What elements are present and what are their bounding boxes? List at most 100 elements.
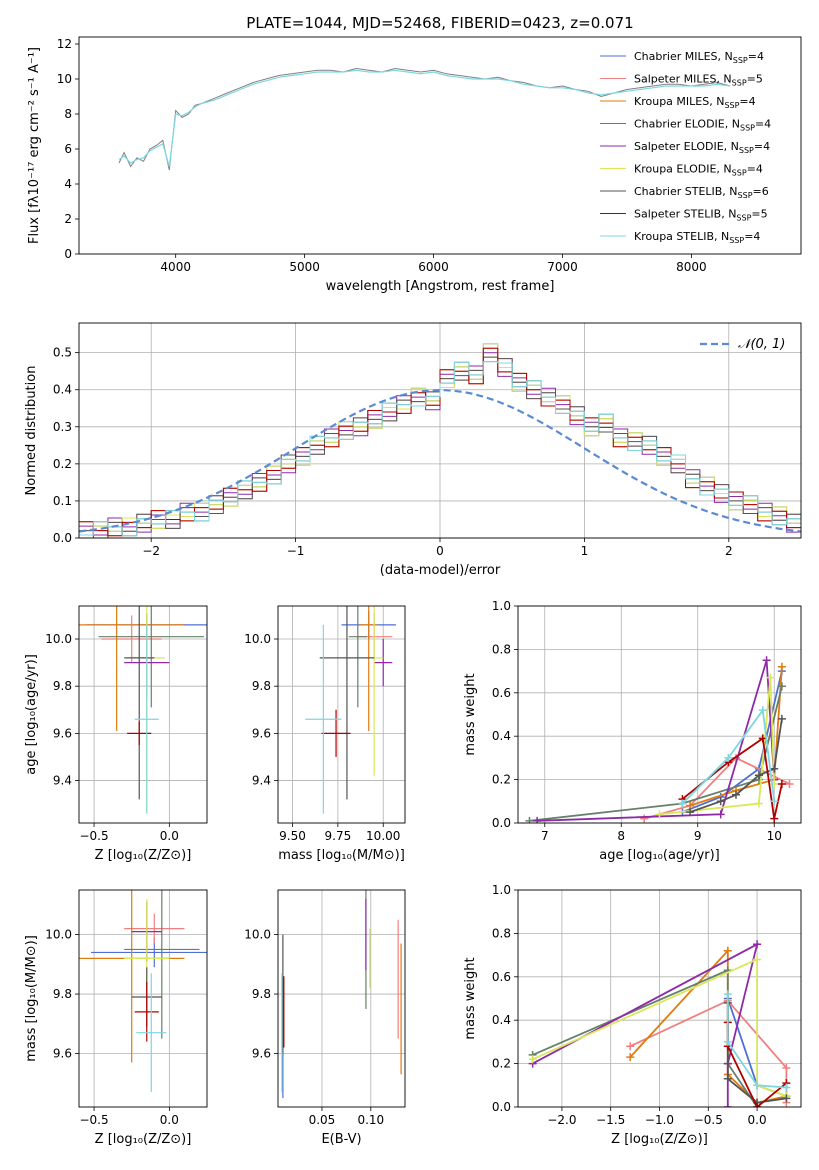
grid [518, 605, 801, 824]
axes-frame [277, 889, 406, 1108]
y-tick-label: 9.6 [53, 726, 72, 740]
x-axis-label: age [log₁₀(age/yr)] [599, 848, 720, 863]
x-tick-label: −1.5 [596, 1113, 625, 1127]
legend-label: Salpeter MILES, NSSP=5 [634, 73, 763, 88]
y-tick-label: 2 [64, 212, 72, 226]
grid [278, 606, 405, 823]
plus-marker [753, 1103, 762, 1107]
x-tick-label: 0.0 [160, 1113, 179, 1127]
plus-marker [724, 753, 733, 762]
axes-frame [78, 322, 802, 539]
plus-marker [770, 764, 779, 773]
errorbar-kroupa-miles [79, 606, 185, 732]
x-tick-label: 6000 [418, 260, 449, 274]
axes-frame [517, 605, 802, 824]
x-tick-label: 8000 [676, 260, 707, 274]
legend-label: Chabrier ELODIE, NSSP=4 [634, 118, 771, 133]
errorbar-chabrier-elodie [348, 606, 367, 708]
y-tick-label: 12 [57, 37, 72, 51]
y-tick-label: 8 [64, 107, 72, 121]
age-vs-Z-points [79, 606, 207, 814]
plus-marker [754, 771, 763, 780]
y-tick-label: 0.0 [53, 531, 72, 545]
errorbar-kroupa-stelib [134, 624, 159, 814]
x-axis-label: E(B-V) [321, 1132, 361, 1147]
series-line [681, 707, 776, 805]
y-tick-label: 10 [57, 72, 72, 86]
y-axis-label: mass weight [463, 673, 478, 755]
y-tick-label: 9.4 [53, 774, 72, 788]
y-tick-label: 1.0 [492, 599, 511, 613]
mass-vs-ebv-panel: 0.05 0.10 9.6 9.8 10.0 E(B-V) [244, 889, 406, 1147]
plus-marker [753, 940, 762, 949]
y-tick-label: 9.6 [252, 1046, 271, 1060]
y-tick-label: 9.8 [252, 987, 271, 1001]
spectrum-curves [118, 67, 731, 171]
series-line [726, 994, 787, 1089]
residuals-legend: 𝒩(0, 1) [700, 337, 785, 352]
y-axis-label: mass [log₁₀(M/M⊙)] [24, 935, 39, 1062]
plus-marker [525, 816, 534, 823]
y-tick-label: 0.5 [53, 346, 72, 360]
x-tick-label: −2 [142, 544, 160, 558]
x-tick-label: 7 [541, 829, 549, 843]
plus-marker [782, 1063, 791, 1072]
y-tick-label: 0.6 [492, 970, 511, 984]
series-line [689, 718, 783, 813]
y-axis-label: Flux [fλ10⁻¹⁷ erg cm⁻² s⁻¹ A⁻¹] [27, 47, 42, 244]
weight-vs-age-lines [525, 656, 794, 823]
plus-marker [770, 797, 779, 806]
plus-marker [770, 814, 779, 823]
mass-vs-ebv-points [281, 890, 402, 1099]
x-axis-label: wavelength [Angstrom, rest frame] [326, 279, 555, 294]
x-axis-label: mass [log₁₀(M/M⊙)] [278, 848, 405, 863]
weight-vs-age-panel: 7 8 9 10 0.0 0.2 0.4 0.6 0.8 1.0 age [log₁₀(age/yr… [463, 599, 802, 863]
errorbar-salpeter-elodie [374, 639, 393, 687]
y-tick-label: 0.2 [492, 773, 511, 787]
plus-marker [640, 814, 649, 823]
plus-marker [753, 955, 762, 964]
plus-marker [758, 706, 767, 715]
plus-marker [723, 1037, 732, 1046]
y-tick-label: 0.0 [492, 1100, 511, 1114]
series-line [659, 677, 776, 816]
series-kroupa-miles [686, 662, 786, 810]
histogram-kroupa-stelib [79, 361, 801, 537]
histogram-kroupa-elodie [79, 343, 801, 538]
histogram-chabrier-miles [79, 343, 801, 538]
series-kroupa-stelib [723, 990, 791, 1092]
plus-marker [528, 1055, 537, 1064]
residual-histograms [79, 343, 801, 538]
x-axis-label: Z [log₁₀(Z/Z⊙)] [611, 1132, 708, 1147]
plus-marker [785, 779, 794, 788]
errorbar-salpeter-miles [124, 913, 185, 944]
spectrum-legend: Chabrier MILES, NSSP=4 Salpeter MILES, NS… [600, 50, 771, 245]
x-tick-label: −0.5 [694, 1113, 723, 1127]
axes-frame [78, 889, 208, 1108]
errorbar-salpeter-stelib [321, 709, 351, 757]
legend-label: Salpeter ELODIE, NSSP=4 [634, 140, 770, 155]
x-axis-label: Z [log₁₀(Z/Z⊙)] [95, 848, 192, 863]
errorbar-chabrier-elodie [98, 606, 204, 708]
grid [518, 889, 801, 1108]
x-tick-label: −1.0 [645, 1113, 674, 1127]
histogram-salpeter-elodie [79, 352, 801, 536]
legend-label: Kroupa STELIB, NSSP=4 [634, 230, 760, 245]
mass-vs-Z-points [79, 890, 207, 1093]
grid [278, 890, 405, 1107]
plus-marker [686, 808, 695, 817]
y-tick-label: 0.4 [492, 1013, 511, 1027]
errorbar-salpeter-stelib [134, 982, 159, 1042]
y-tick-label: 0.4 [53, 383, 72, 397]
errorbar-chabrier-stelib [319, 606, 375, 800]
residuals-panel: −2 −1 0 1 2 0.0 0.1 0.2 0.3 0.4 0.5 (data-model)/er… [24, 322, 802, 578]
plus-marker [723, 1074, 732, 1083]
y-tick-label: 10.0 [244, 632, 271, 646]
plus-marker [777, 714, 786, 723]
legend-label: Kroupa MILES, NSSP=4 [634, 95, 756, 110]
x-tick-label: −2.0 [547, 1113, 576, 1127]
series-chabrier-stelib [686, 714, 786, 817]
plus-marker [731, 790, 740, 799]
x-tick-label: −1 [287, 544, 305, 558]
